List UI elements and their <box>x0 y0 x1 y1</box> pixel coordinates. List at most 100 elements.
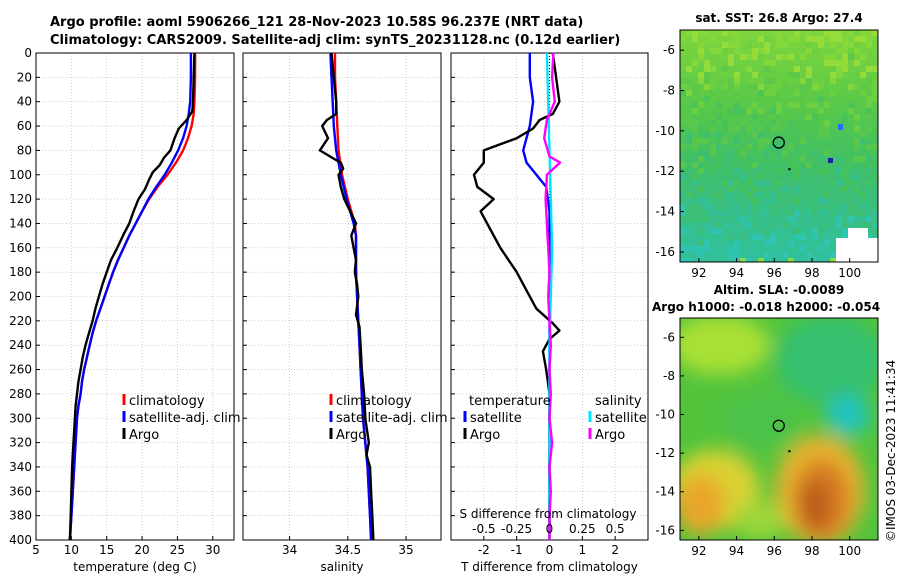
sst-pixel <box>740 120 746 126</box>
sst-pixel <box>770 84 776 90</box>
sst-pixel <box>728 222 734 228</box>
sst-pixel <box>758 240 764 246</box>
sst-pixel <box>716 114 722 120</box>
sst-pixel <box>746 54 752 60</box>
map-sla-map: 92 94 96 98 100 -6 -8 -10 -12 -14 -16 Altim. SLA: -… <box>652 283 880 558</box>
y-tick-label: 300 <box>9 411 32 425</box>
sst-pixel <box>734 192 740 198</box>
sst-pixel <box>728 108 734 114</box>
sst-pixel <box>680 174 686 180</box>
sst-pixel <box>818 168 824 174</box>
sst-pixel <box>842 114 848 120</box>
sst-pixel <box>734 108 740 114</box>
sst-pixel <box>758 156 764 162</box>
sst-pixel <box>752 54 758 60</box>
sst-pixel <box>716 192 722 198</box>
sst-pixel <box>842 150 848 156</box>
sst-pixel <box>752 234 758 240</box>
sst-pixel <box>764 90 770 96</box>
sst-pixel <box>800 168 806 174</box>
sst-pixel <box>776 54 782 60</box>
sst-pixel <box>710 204 716 210</box>
y-tick-label: 80 <box>17 143 32 157</box>
sst-pixel <box>728 96 734 102</box>
sst-pixel <box>800 72 806 78</box>
sst-pixel <box>818 120 824 126</box>
sst-pixel <box>788 210 794 216</box>
sst-pixel <box>686 174 692 180</box>
sst-pixel <box>692 162 698 168</box>
sst-pixel <box>734 240 740 246</box>
sst-pixel <box>764 240 770 246</box>
sst-pixel <box>764 60 770 66</box>
sst-pixel <box>752 66 758 72</box>
sst-pixel <box>812 156 818 162</box>
sst-pixel <box>794 30 800 36</box>
sst-pixel <box>728 192 734 198</box>
map-title: sat. SST: 26.8 Argo: 27.4 <box>695 11 862 25</box>
sst-pixel <box>722 246 728 252</box>
sst-pixel <box>704 246 710 252</box>
sst-pixel <box>782 150 788 156</box>
sst-pixel <box>704 198 710 204</box>
sst-pixel <box>854 36 860 42</box>
sst-pixel <box>818 246 824 252</box>
sst-pixel <box>698 210 704 216</box>
sst-pixel <box>806 66 812 72</box>
sst-pixel <box>794 144 800 150</box>
sst-pixel <box>842 66 848 72</box>
sst-pixel <box>806 138 812 144</box>
sst-pixel <box>818 228 824 234</box>
sst-pixel <box>836 222 842 228</box>
sst-pixel <box>818 36 824 42</box>
sst-pixel <box>782 222 788 228</box>
sst-pixel <box>710 228 716 234</box>
sst-pixel <box>824 198 830 204</box>
sst-pixel <box>872 66 878 72</box>
sst-pixel <box>758 138 764 144</box>
sst-pixel <box>782 156 788 162</box>
sst-pixel <box>806 30 812 36</box>
sst-pixel <box>794 102 800 108</box>
sst-pixel <box>770 198 776 204</box>
sst-pixel <box>866 102 872 108</box>
sla-blob <box>735 500 785 540</box>
sst-pixel <box>710 126 716 132</box>
sst-pixel <box>830 144 836 150</box>
sst-pixel <box>734 180 740 186</box>
sst-pixel <box>752 72 758 78</box>
sst-pixel <box>710 84 716 90</box>
x-tick-label: 30 <box>205 543 220 557</box>
sst-pixel <box>824 36 830 42</box>
x-axis-label: salinity <box>320 560 363 574</box>
sst-pixel <box>818 84 824 90</box>
sst-pixel <box>692 102 698 108</box>
sst-pixel <box>854 114 860 120</box>
sst-pixel <box>710 36 716 42</box>
sst-pixel <box>794 180 800 186</box>
y-tick-label: 140 <box>9 216 32 230</box>
sst-pixel <box>734 30 740 36</box>
y-tick-label: -6 <box>663 43 675 57</box>
sst-pixel <box>860 198 866 204</box>
sst-pixel <box>776 168 782 174</box>
sst-pixel <box>812 210 818 216</box>
sst-pixel <box>722 102 728 108</box>
x-tick-label: 92 <box>691 266 706 280</box>
sst-pixel <box>842 198 848 204</box>
sst-pixel <box>716 204 722 210</box>
plot-title-line1: Argo profile: aoml 5906266_121 28-Nov-20… <box>50 15 584 30</box>
sst-pixel <box>788 216 794 222</box>
sst-pixel <box>818 78 824 84</box>
x-tick-label: 100 <box>838 266 861 280</box>
sst-pixel <box>842 192 848 198</box>
sst-pixel <box>824 126 830 132</box>
sst-missing <box>836 238 878 262</box>
sst-pixel <box>692 174 698 180</box>
sst-pixel <box>698 246 704 252</box>
sst-pixel <box>710 210 716 216</box>
sst-pixel <box>794 36 800 42</box>
sst-pixel <box>698 150 704 156</box>
plot-title-line2: Climatology: CARS2009. Satellite-adj cli… <box>50 33 621 48</box>
sst-pixel <box>812 192 818 198</box>
